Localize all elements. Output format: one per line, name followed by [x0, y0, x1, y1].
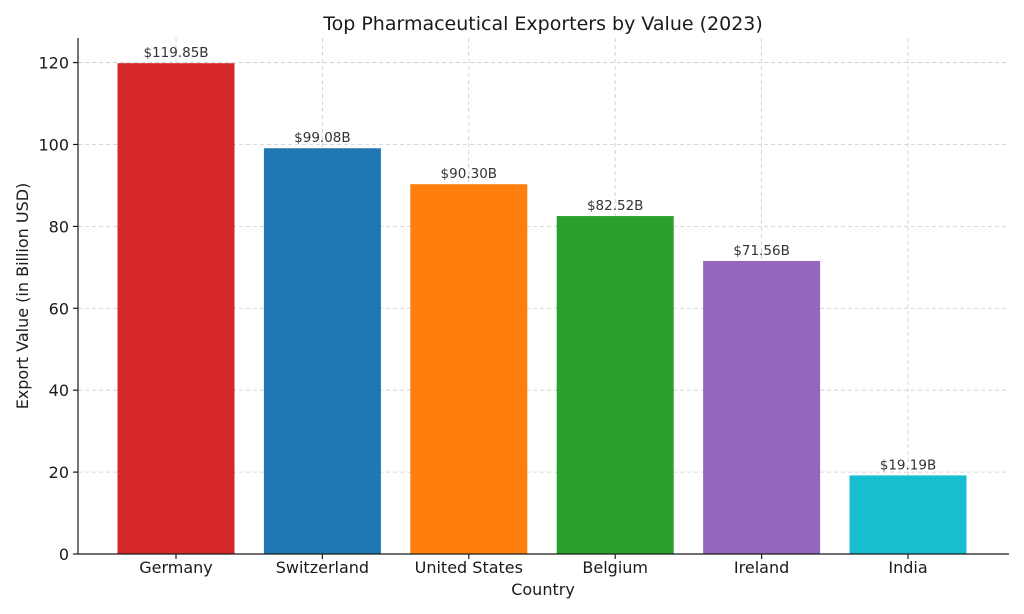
ticks: 0 20 40 60 80 100 120 Germany Switzerland United … [38, 54, 927, 577]
x-tick-label: Ireland [734, 558, 789, 577]
x-tick-label: Germany [139, 558, 213, 577]
axes [77, 38, 1009, 555]
y-tick-label: 120 [38, 54, 69, 73]
bar [263, 148, 381, 554]
bar-value-label: $71.56B [733, 243, 790, 259]
bar [556, 216, 674, 554]
y-axis-title: Export Value (in Billion USD) [13, 183, 32, 410]
bar-value-label: $90.30B [441, 166, 498, 182]
x-tick-label: India [888, 558, 927, 577]
bar [117, 63, 235, 554]
bar [703, 260, 821, 554]
bar-value-label: $99.08B [294, 130, 351, 146]
bar-value-label: $19.19B [880, 457, 937, 473]
bars [117, 63, 967, 554]
bar-value-label: $119.85B [143, 45, 208, 61]
y-tick-label: 80 [49, 217, 69, 236]
bar [849, 475, 967, 554]
x-tick-label: Belgium [582, 558, 648, 577]
y-tick-label: 40 [49, 381, 69, 400]
bar [410, 184, 528, 554]
bar-value-labels: $119.85B $99.08B $90.30B $82.52B $71.56B $19.… [143, 45, 936, 473]
y-tick-label: 100 [38, 135, 69, 154]
chart-title: Top Pharmaceutical Exporters by Value (2… [322, 13, 763, 35]
y-tick-label: 60 [49, 299, 69, 318]
x-tick-label: United States [415, 558, 523, 577]
x-axis-title: Country [511, 580, 575, 599]
bar-value-label: $82.52B [587, 198, 644, 214]
y-tick-label: 0 [59, 545, 69, 564]
y-tick-label: 20 [49, 463, 69, 482]
x-tick-label: Switzerland [276, 558, 369, 577]
